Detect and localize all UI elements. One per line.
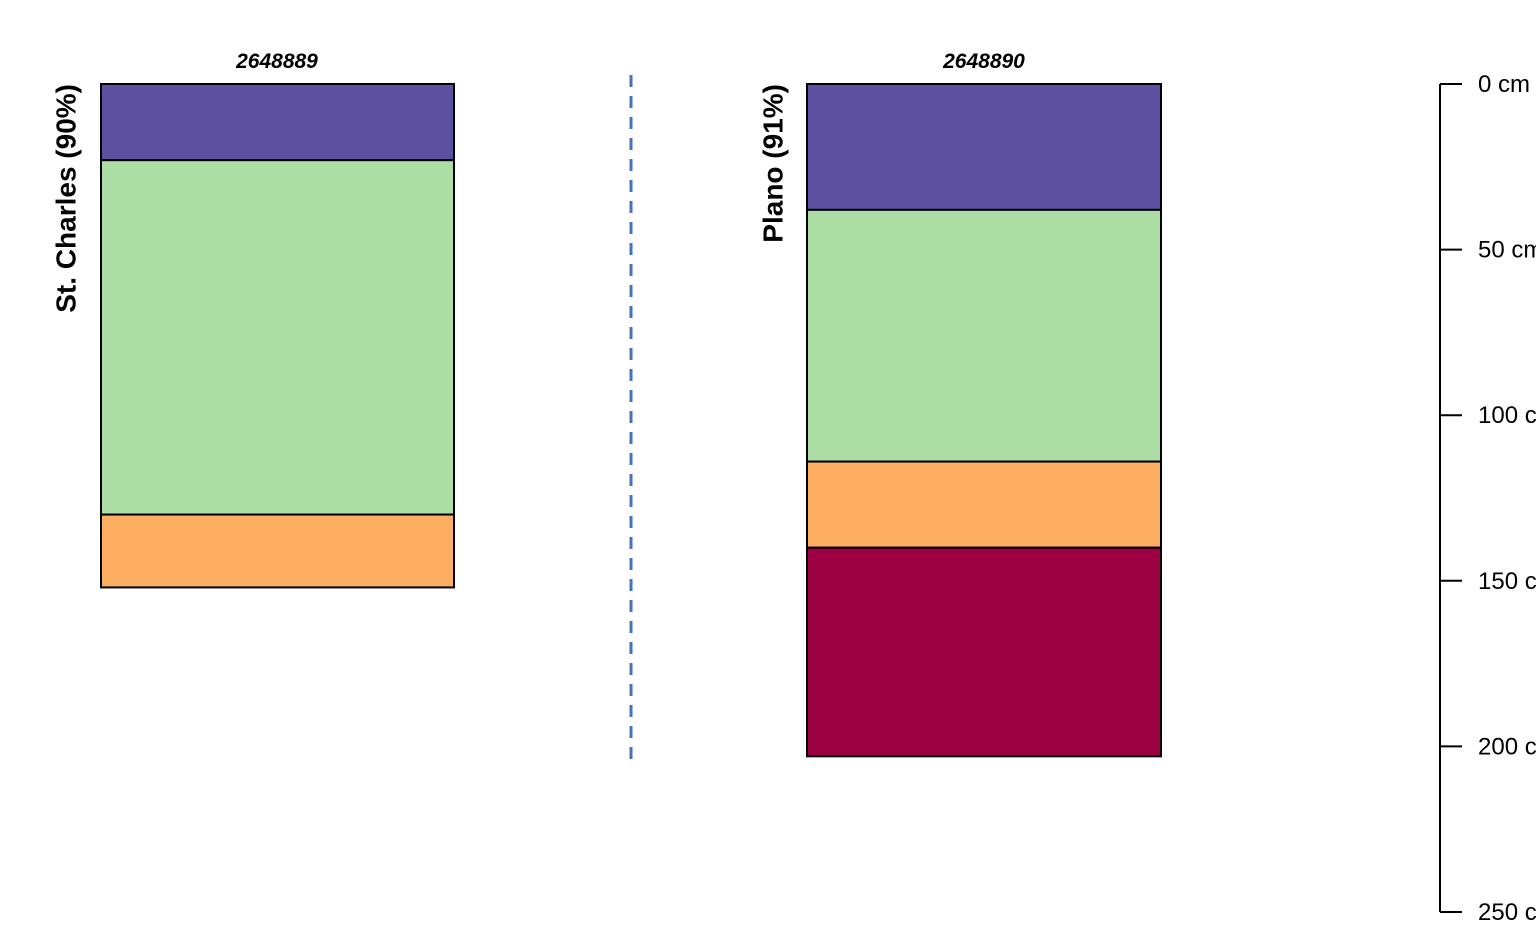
horizon-2-2	[806, 208, 1162, 463]
depth-tick-label-50: 50 cm	[1478, 237, 1536, 264]
horizon-2-1	[806, 83, 1162, 211]
horizon-1-1	[100, 83, 455, 162]
depth-tick-label-250: 250 cm	[1478, 899, 1536, 926]
depth-tick-label-200: 200 cm	[1478, 733, 1536, 760]
horizon-1-2	[100, 159, 455, 516]
depth-axis: 0 cm 50 cm 100 cm 150 cm 200 cm 250 cm	[1439, 71, 1536, 926]
profile-id-2: 2648890	[942, 50, 1025, 73]
depth-tick-label-100: 100 cm	[1478, 402, 1536, 429]
horizon-2-4	[806, 546, 1162, 758]
profile-label-2: Plano (91%)	[757, 84, 788, 243]
profile-label-1: St. Charles (90%)	[50, 84, 81, 313]
depth-tick-label-150: 150 cm	[1478, 568, 1536, 595]
profile-id-1: 2648889	[235, 50, 318, 73]
depth-tick-label-0: 0 cm	[1478, 71, 1530, 98]
horizon-2-3	[806, 460, 1162, 549]
profiles-group: 2648889 St. Charles (90%) 2648890 Plano (91…	[50, 50, 1162, 758]
horizon-1-3	[100, 513, 455, 589]
